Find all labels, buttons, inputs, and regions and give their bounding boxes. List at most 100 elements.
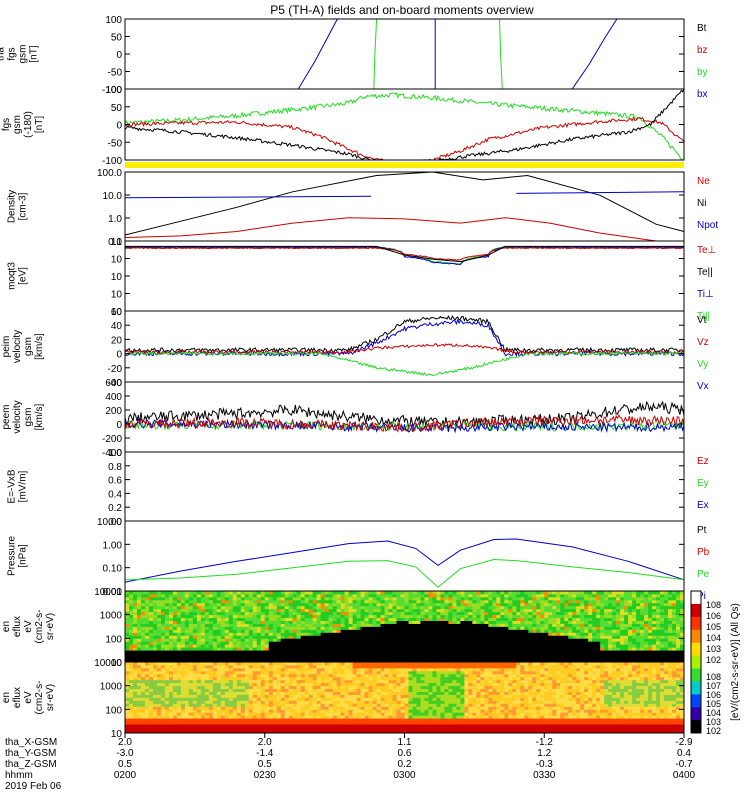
spectrogram-cell: [333, 653, 337, 656]
spectrogram-cell: [428, 635, 432, 638]
spectrogram-cell: [181, 650, 185, 653]
spectrogram-cell: [177, 709, 181, 712]
spectrogram-cell: [333, 594, 337, 597]
spectrogram-cell: [672, 618, 676, 621]
spectrogram-cell: [676, 650, 680, 653]
spectrogram-cell: [548, 606, 552, 609]
spectrogram-cell: [452, 638, 456, 641]
spectrogram-cell: [345, 700, 349, 703]
spectrogram-cell: [265, 641, 269, 644]
spectrogram-cell: [277, 709, 281, 712]
spectrogram-cell: [241, 727, 245, 730]
spectrogram-cell: [161, 712, 165, 715]
spectrogram-cell: [345, 594, 349, 597]
spectrogram-cell: [149, 674, 153, 677]
spectrogram-cell: [349, 629, 353, 632]
spectrogram-cell: [209, 603, 213, 606]
spectrogram-cell: [381, 609, 385, 612]
spectrogram-cell: [177, 656, 181, 659]
spectrogram-cell: [293, 647, 297, 650]
spectrogram-cell: [389, 609, 393, 612]
spectrogram-cell: [628, 644, 632, 647]
spectrogram-cell: [205, 594, 209, 597]
spectrogram-cell: [189, 635, 193, 638]
spectrogram-cell: [161, 606, 165, 609]
spectrogram-cell: [520, 624, 524, 627]
spectrogram-cell: [197, 594, 201, 597]
spectrogram-cell: [281, 641, 285, 644]
spectrogram-cell: [345, 683, 349, 686]
spectrogram-cell: [389, 629, 393, 632]
spectrogram-cell: [544, 627, 548, 630]
spectrogram-cell: [161, 615, 165, 618]
spectrogram-cell: [361, 618, 365, 621]
spectrogram-cell: [385, 624, 389, 627]
spectrogram-cell: [333, 609, 337, 612]
spectrogram-cell: [217, 644, 221, 647]
spectrogram-cell: [221, 662, 225, 665]
spectrogram-cell: [556, 597, 560, 600]
spectrogram-cell: [532, 618, 536, 621]
spectrogram-cell: [237, 712, 241, 715]
spectrogram-cell: [277, 721, 281, 724]
spectrogram-cell: [253, 686, 257, 689]
spectrogram-cell: [341, 686, 345, 689]
spectrogram-cell: [548, 635, 552, 638]
spectrogram-cell: [512, 603, 516, 606]
spectrogram-cell: [353, 641, 357, 644]
spectrogram-cell: [177, 632, 181, 635]
spectrogram-cell: [149, 597, 153, 600]
spectrogram-cell: [544, 647, 548, 650]
spectrogram-cell: [169, 692, 173, 695]
spectrogram-cell: [612, 653, 616, 656]
spectrogram-cell: [341, 689, 345, 692]
spectrogram-cell: [536, 650, 540, 653]
spectrogram-cell: [668, 612, 672, 615]
spectrogram-cell: [209, 621, 213, 624]
spectrogram-cell: [616, 624, 620, 627]
spectrogram-cell: [672, 615, 676, 618]
spectrogram-cell: [325, 712, 329, 715]
spectrogram-cell: [432, 650, 436, 653]
spectrogram-cell: [628, 656, 632, 659]
spectrogram-cell: [448, 656, 452, 659]
spectrogram-cell: [129, 641, 133, 644]
spectrogram-cell: [305, 615, 309, 618]
spectrogram-cell: [289, 727, 293, 730]
spectrogram-cell: [177, 689, 181, 692]
spectrogram-cell: [540, 638, 544, 641]
spectrogram-cell: [504, 612, 508, 615]
spectrogram-cell: [329, 603, 333, 606]
spectrogram-cell: [261, 609, 265, 612]
spectrogram-cell: [401, 629, 405, 632]
spectrogram-cell: [189, 641, 193, 644]
spectrogram-cell: [157, 597, 161, 600]
spectrogram-cell: [664, 653, 668, 656]
spectrogram-cell: [129, 644, 133, 647]
spectrogram-cell: [141, 703, 145, 706]
series-red-line: [125, 218, 684, 241]
spectrogram-cell: [393, 635, 397, 638]
spectrogram-cell: [241, 591, 245, 594]
spectrogram-cell: [261, 706, 265, 709]
spectrogram-cell: [560, 627, 564, 630]
spectrogram-cell: [313, 686, 317, 689]
spectrogram-cell: [197, 686, 201, 689]
spectrogram-cell: [389, 632, 393, 635]
spectrogram-cell: [173, 591, 177, 594]
spectrogram-cell: [488, 635, 492, 638]
spectrogram-cell: [325, 635, 329, 638]
spectrogram-cell: [265, 665, 269, 668]
spectrogram-cell: [668, 615, 672, 618]
spectrogram-cell: [297, 624, 301, 627]
spectrogram-cell: [293, 695, 297, 698]
series-blue-line: [125, 247, 684, 265]
spectrogram-cell: [349, 609, 353, 612]
spectrogram-cell: [253, 609, 257, 612]
spectrogram-cell: [548, 647, 552, 650]
spectrogram-cell: [496, 647, 500, 650]
spectrogram-cell: [257, 644, 261, 647]
spectrogram-cell: [205, 597, 209, 600]
spectrogram-cell: [528, 650, 532, 653]
spectrogram-cell: [321, 677, 325, 680]
